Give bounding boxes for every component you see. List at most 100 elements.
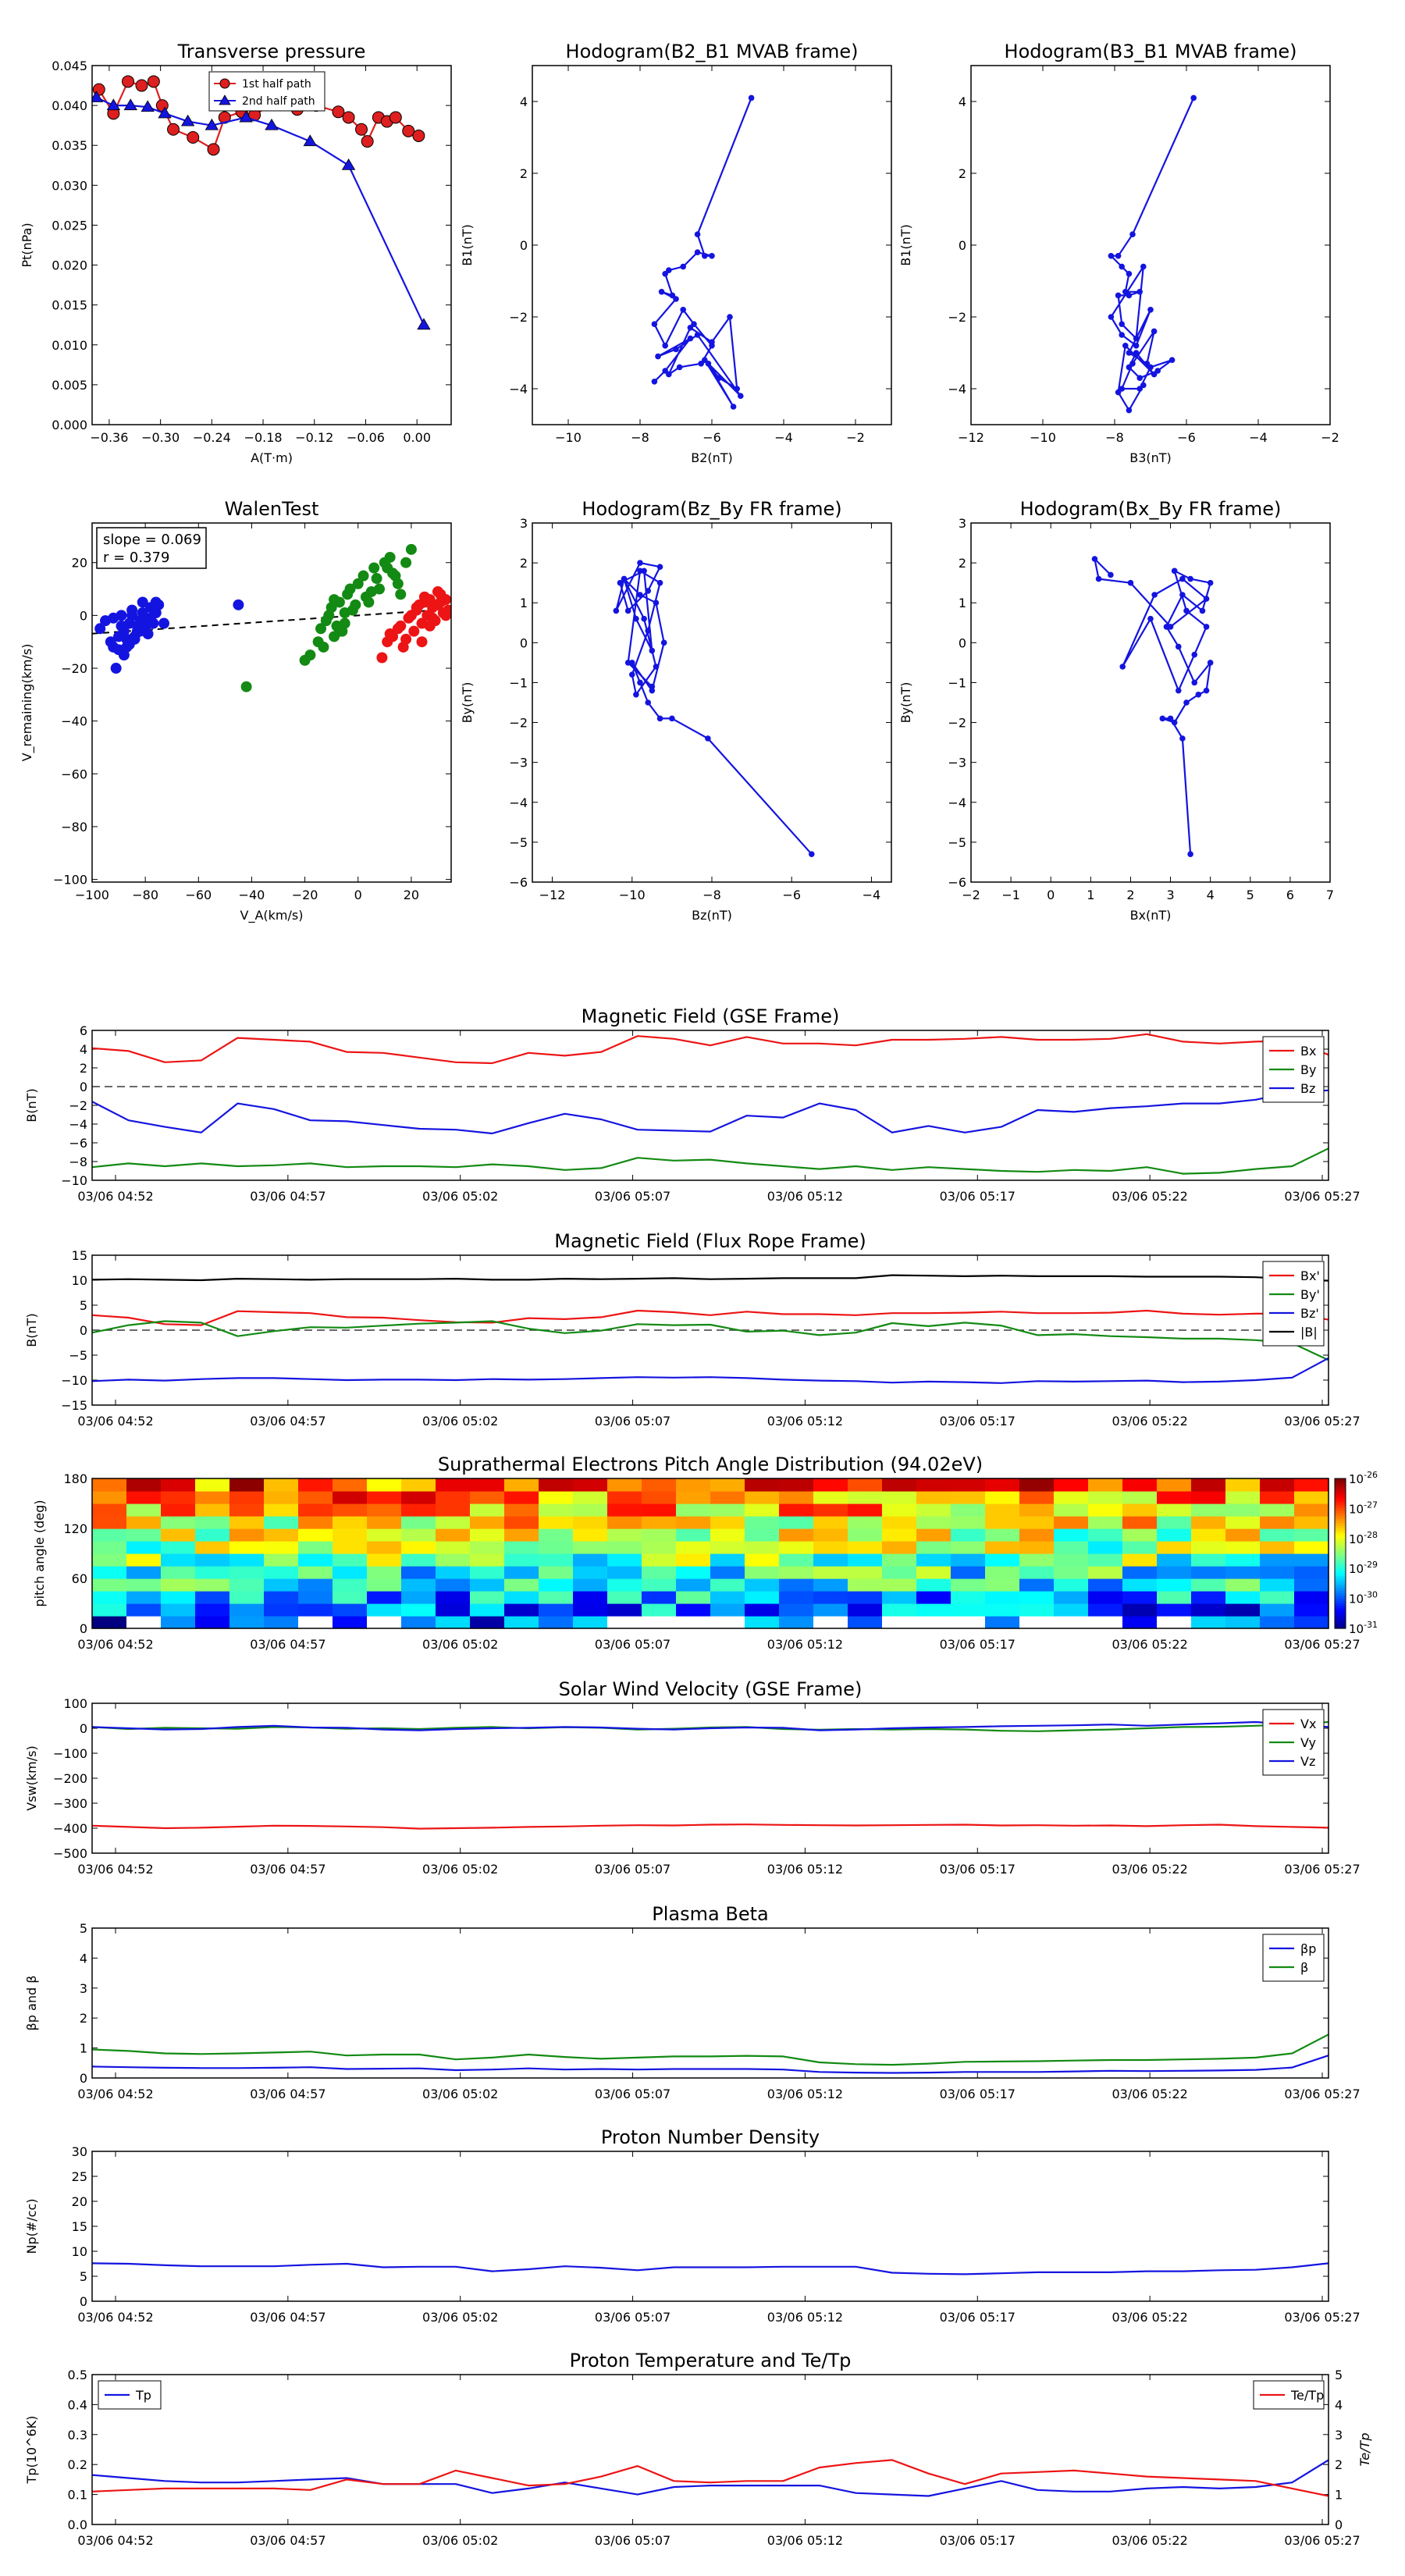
legend: Vx Vy Vz: [1262, 1709, 1325, 1776]
colorbar-step: [1335, 1616, 1346, 1619]
time-tick-label: 03/06 05:22: [1112, 1414, 1187, 1429]
hodo2-plot-area: [1108, 94, 1197, 414]
heatmap-cell: [264, 1478, 299, 1492]
heatmap-cell: [676, 1516, 711, 1529]
x-tick-label: −100: [75, 888, 109, 902]
heatmap-cell: [126, 1478, 162, 1492]
heatmap-cell: [951, 1566, 986, 1579]
heatmap-cell: [745, 1541, 780, 1554]
y-tick-label: 10: [72, 2244, 87, 2259]
y-tick-label: 0.030: [52, 178, 87, 193]
heatmap-cell: [642, 1553, 677, 1567]
heatmap-cell: [195, 1616, 230, 1629]
pt-legend: 1st half path 2nd half path: [208, 71, 325, 112]
y-tick-label: 0.1: [68, 2488, 87, 2503]
heatmap-cell: [916, 1491, 951, 1504]
heatmap-cell: [848, 1528, 883, 1542]
heatmap-cell: [264, 1553, 299, 1567]
y-tick-label: 1: [80, 2041, 87, 2056]
heatmap-cell: [367, 1603, 402, 1617]
series-line: [92, 2459, 1329, 2497]
x-tick-label: −10: [619, 888, 646, 902]
pad-title: Suprathermal Electrons Pitch Angle Distr…: [438, 1453, 983, 1475]
heatmap-cell: [1191, 1503, 1226, 1517]
heatmap-cell: [1191, 1491, 1226, 1504]
heatmap-cell: [1225, 1553, 1261, 1567]
heatmap-cell: [195, 1578, 230, 1592]
plot-frame: [91, 2151, 1329, 2302]
hodo2-panel: Hodogram(B3_B1 MVAB frame) −4 −2 0 2 4 B1(nT) −…: [898, 41, 1339, 465]
heatmap-cell: [813, 1566, 848, 1579]
annotation-slope: slope = 0.069: [103, 532, 201, 548]
pt-panel: Transverse pressure 0.000 0.005 0.010 0.015 0…: [20, 41, 452, 465]
heatmap-cell: [298, 1578, 333, 1592]
heatmap-cell: [1054, 1478, 1089, 1492]
x-tick-label: 5: [1247, 888, 1254, 902]
data-point: [1195, 691, 1202, 698]
time-tick-label: 03/06 04:57: [250, 2087, 325, 2101]
heatmap-cell: [745, 1503, 780, 1517]
colorbar-tick-label: 10-30: [1349, 1590, 1378, 1606]
x-tick-label: −1: [1001, 888, 1020, 902]
vsw-title: Solar Wind Velocity (GSE Frame): [559, 1678, 863, 1700]
heatmap-cell: [1294, 1616, 1329, 1629]
y-tick-label: 0.025: [52, 218, 87, 233]
temp-title: Proton Temperature and Te/Tp: [570, 2350, 852, 2371]
x-tick-label: −6: [782, 888, 801, 902]
pt-plot-area: [92, 75, 431, 330]
colorbar-step: [1335, 1566, 1346, 1569]
heatmap-cell: [229, 1516, 265, 1529]
heatmap-cell: [401, 1516, 436, 1529]
data-point: [1203, 687, 1210, 694]
y-tick-label: 0: [80, 1621, 87, 1636]
heatmap-cell: [367, 1616, 402, 1629]
heatmap-cell: [1054, 1528, 1089, 1542]
data-point: [641, 615, 647, 622]
heatmap-cell: [229, 1528, 265, 1542]
heatmap-cell: [848, 1541, 883, 1554]
heatmap-cell: [1260, 1478, 1295, 1492]
walen-ylabel: V_remaining(km/s): [20, 644, 35, 762]
heatmap-cell: [916, 1566, 951, 1579]
time-tick-label: 03/06 05:07: [595, 2533, 670, 2548]
data-point: [1183, 699, 1190, 706]
colorbar-step: [1335, 1491, 1346, 1494]
x-tick-label: −60: [185, 888, 212, 902]
hodo1-xlabel: B2(nT): [691, 450, 733, 465]
heatmap-cell: [1157, 1553, 1192, 1567]
data-point: [365, 585, 377, 597]
heatmap-cell: [367, 1478, 402, 1492]
heatmap-cell: [539, 1478, 574, 1492]
colorbar-tick-label: 10-29: [1349, 1560, 1378, 1576]
heatmap-cell: [813, 1528, 848, 1542]
heatmap-cell: [333, 1566, 368, 1579]
x-tick-label: −8: [702, 888, 721, 902]
x-tick-label: −10: [555, 430, 582, 445]
heatmap-cell: [1225, 1616, 1261, 1629]
data-point: [1122, 289, 1129, 295]
heatmap-cell: [1225, 1603, 1261, 1617]
heatmap-cell: [642, 1603, 677, 1617]
heatmap-cell: [985, 1491, 1020, 1504]
y-tick-label: 0: [80, 608, 87, 623]
heatmap-cell: [298, 1491, 333, 1504]
y-tick-label: −5: [509, 835, 528, 850]
fluxrope-plot-area: [92, 1274, 1329, 1384]
hodo1-plot-area: [651, 94, 755, 410]
heatmap-cell: [195, 1591, 230, 1604]
data-point: [1133, 335, 1140, 342]
series-line: [92, 2055, 1329, 2074]
heatmap-cell: [573, 1541, 608, 1554]
heatmap-cell: [333, 1478, 368, 1492]
x-tick-label: −2: [846, 430, 865, 445]
y-tick-label: −80: [61, 820, 87, 834]
x-tick-label: −0.30: [141, 430, 180, 445]
heatmap-cell: [676, 1528, 711, 1542]
heatmap-cell: [367, 1541, 402, 1554]
time-tick-label: 03/06 05:17: [940, 1189, 1016, 1204]
heatmap-cell: [848, 1566, 883, 1579]
colorbar-step: [1335, 1516, 1346, 1519]
heatmap-cell: [401, 1616, 436, 1629]
heatmap-cell: [916, 1541, 951, 1554]
heatmap-cell: [607, 1603, 642, 1617]
